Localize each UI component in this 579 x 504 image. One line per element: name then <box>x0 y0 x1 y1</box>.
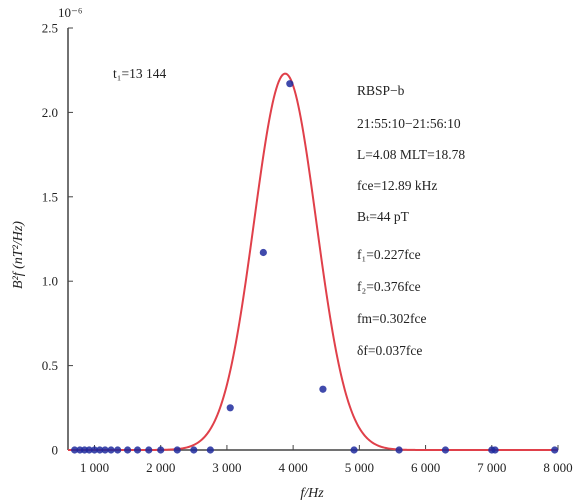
annotation-line: δf=0.037fce <box>357 343 422 358</box>
tick-labels: 0 0.5 1.0 1.5 2.0 2.5 1 000 2 000 3 000 4 000 5 00… <box>42 21 573 476</box>
annotation-line: f₂=0.376fce <box>357 279 421 294</box>
data-point <box>226 404 234 412</box>
x-tick-label: 6 000 <box>411 460 440 475</box>
y-tick-label: 1.5 <box>42 189 58 204</box>
annotation-line: L=4.08 MLT=18.78 <box>357 147 465 162</box>
y-tick-label: 1.0 <box>42 274 58 289</box>
data-point <box>206 446 214 454</box>
y-tick-label: 2.5 <box>42 21 58 36</box>
y-axis-label: B²f (nT²/Hz) <box>11 221 26 289</box>
x-tick-label: 5 000 <box>345 460 374 475</box>
data-point <box>101 446 109 454</box>
y-tick-label: 0 <box>52 443 59 458</box>
y-tick-label: 2.0 <box>42 105 58 120</box>
data-point <box>96 446 104 454</box>
x-tick-label: 8 000 <box>543 460 572 475</box>
x-tick-label: 1 000 <box>80 460 109 475</box>
fit-curve-layer <box>68 72 558 451</box>
data-point <box>114 446 122 454</box>
axes <box>67 27 559 451</box>
data-point <box>319 385 327 393</box>
annotation-line: 21:55:10−21:56:10 <box>357 116 461 131</box>
data-point <box>259 248 267 257</box>
data-point <box>286 80 294 88</box>
x-tick-label: 3 000 <box>212 460 241 475</box>
data-point <box>85 446 93 454</box>
data-point <box>350 446 358 454</box>
y-tick-label: 0.5 <box>42 358 58 373</box>
x-tick-label: 7 000 <box>477 460 506 475</box>
data-point <box>107 446 115 454</box>
annotation-line: RBSP−b <box>357 83 405 98</box>
y-exponent-label: 10⁻⁶ <box>58 5 82 20</box>
data-point <box>145 446 153 454</box>
data-point <box>90 446 99 454</box>
data-point <box>395 446 403 454</box>
data-point <box>123 446 132 454</box>
data-point <box>173 446 181 454</box>
annotation-line: fce=12.89 kHz <box>357 178 437 193</box>
data-point <box>71 446 79 454</box>
annotation-line: f₁=0.227fce <box>357 247 421 262</box>
annotation-line: fm=0.302fce <box>357 311 426 326</box>
annotation-line: Bₜ=44 pT <box>357 209 410 224</box>
x-axis-label: f/Hz <box>300 486 324 501</box>
annotation-block: RBSP−b 21:55:10−21:56:10 L=4.08 MLT=18.7… <box>357 83 465 358</box>
data-point <box>190 446 198 454</box>
annotation-t1: t₁=13 144 <box>113 66 166 81</box>
data-point <box>551 446 559 454</box>
data-point <box>157 446 165 454</box>
x-tick-label: 4 000 <box>279 460 308 475</box>
x-tick-label: 2 000 <box>146 460 175 475</box>
data-points-layer <box>71 80 559 454</box>
data-point <box>491 446 499 454</box>
data-point <box>133 446 142 454</box>
data-point <box>441 446 450 454</box>
gaussian-fit-curve <box>68 72 558 451</box>
